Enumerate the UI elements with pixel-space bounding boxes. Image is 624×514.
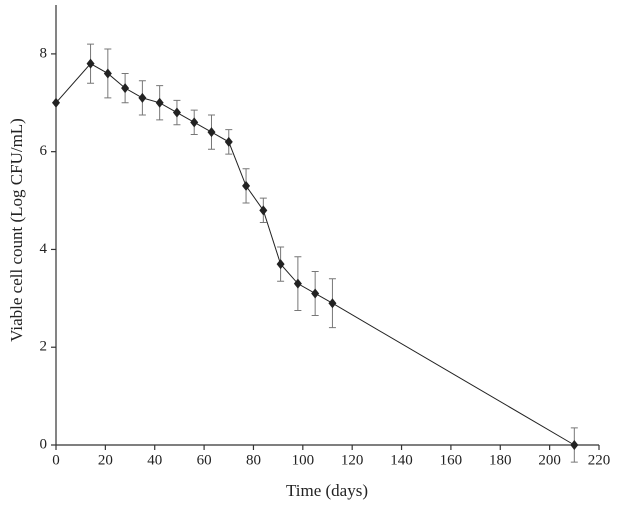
marker: [311, 288, 320, 299]
marker: [207, 127, 216, 138]
marker: [103, 68, 112, 79]
y-tick-label: 2: [40, 339, 48, 355]
y-tick-label: 6: [40, 143, 48, 159]
x-tick-label: 140: [390, 452, 413, 468]
marker: [224, 136, 233, 147]
x-tick-label: 220: [588, 452, 611, 468]
marker: [293, 278, 302, 289]
y-tick-label: 4: [40, 241, 48, 257]
marker: [52, 97, 60, 108]
marker: [570, 440, 579, 450]
marker: [328, 298, 337, 309]
x-tick-label: 180: [489, 452, 512, 468]
x-tick-label: 100: [292, 452, 315, 468]
marker: [242, 180, 251, 191]
x-tick-label: 200: [538, 452, 561, 468]
marker: [138, 92, 147, 103]
marker: [121, 83, 130, 94]
x-tick-label: 20: [98, 452, 113, 468]
marker: [172, 107, 181, 118]
x-tick-label: 40: [147, 452, 162, 468]
x-tick-label: 120: [341, 452, 364, 468]
x-tick-label: 160: [440, 452, 463, 468]
x-tick-label: 80: [246, 452, 261, 468]
x-axis-label: Time (days): [286, 481, 368, 500]
marker: [86, 58, 95, 69]
x-tick-label: 0: [52, 452, 60, 468]
y-axis-label: Viable cell count (Log CFU/mL): [7, 118, 26, 342]
series-line: [55, 63, 575, 446]
marker: [276, 259, 285, 270]
y-tick-label: 0: [40, 436, 48, 452]
x-tick-label: 60: [197, 452, 212, 468]
marker: [190, 117, 199, 128]
y-tick-label: 8: [40, 45, 48, 61]
marker: [259, 205, 268, 216]
marker: [155, 97, 164, 108]
